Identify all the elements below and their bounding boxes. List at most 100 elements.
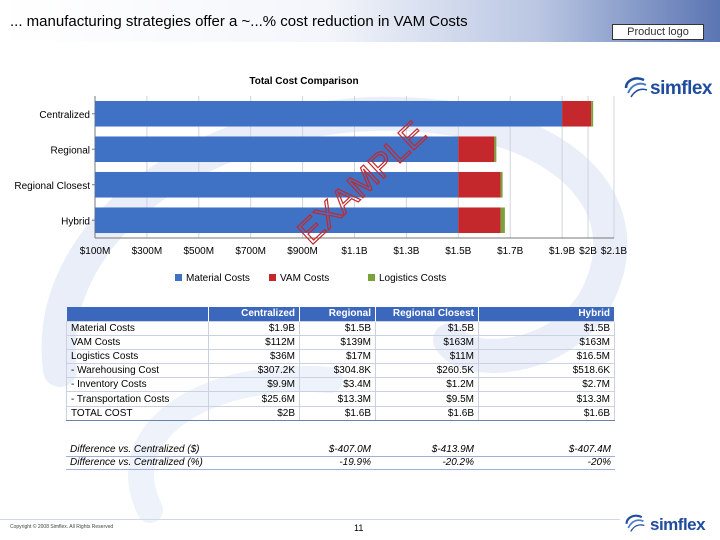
table-row-label: TOTAL COST — [66, 405, 209, 421]
table-cell: $9.9M — [208, 377, 300, 393]
table-cell: $260.5K — [375, 363, 479, 379]
difference-cell: -19.9% — [299, 456, 375, 470]
simflex-logo-mark-icon — [624, 77, 648, 98]
table-cell: $1.6B — [375, 405, 479, 421]
table-header-centralized: Centralized — [208, 307, 300, 321]
legend-swatch — [269, 274, 276, 281]
table-header-regional: Regional — [299, 307, 376, 321]
difference-row-label: Difference vs. Centralized (%) — [66, 456, 208, 470]
simflex-logo-mark-icon — [625, 514, 645, 532]
legend-label: Logistics Costs — [379, 273, 446, 284]
x-tick-label: $900M — [287, 246, 318, 257]
table-row: - Transportation Costs $25.6M $13.3M $9.5M $… — [66, 391, 615, 407]
table-row: Logistics Costs $36M $17M $11M $16.5M — [66, 348, 615, 365]
bar-vam-costs — [458, 136, 495, 163]
table-cell: $1.5B — [375, 320, 479, 336]
chart-title: Total Cost Comparison — [249, 76, 358, 87]
x-tick-label: $500M — [184, 246, 215, 257]
table-cell: $36M — [208, 348, 300, 365]
table-cell: $3.4M — [299, 377, 376, 393]
table-cell: $1.9B — [208, 320, 300, 336]
table-cell: $139M — [299, 334, 376, 350]
header-bar — [0, 0, 720, 42]
table-cell: $16.5M — [478, 348, 615, 365]
table-cell: $1.2M — [375, 377, 479, 393]
y-category-label: Centralized — [39, 110, 90, 121]
bar-material-costs — [95, 136, 459, 163]
table-cell: $2.7M — [478, 377, 615, 393]
x-tick-label: $1.5B — [445, 246, 471, 257]
simflex-logo-word: simflex — [650, 515, 706, 534]
difference-table: Difference vs. Centralized ($) $-407.0M $-… — [66, 443, 615, 470]
table-cell: $304.8K — [299, 363, 376, 379]
table-row-label: - Warehousing Cost — [66, 363, 209, 379]
product-logo-placeholder: Product logo — [612, 24, 704, 40]
table-cell: $163M — [375, 334, 479, 350]
table-row-label: - Inventory Costs — [66, 377, 209, 393]
legend-swatch — [368, 274, 375, 281]
bar-vam-costs — [458, 171, 501, 198]
y-category-label: Regional Closest — [14, 181, 90, 192]
table-cell: $13.3M — [299, 391, 376, 407]
simflex-logo-word: simflex — [650, 78, 712, 99]
x-tick-label: $2.1B — [601, 246, 627, 257]
table-header-regional-closest: Regional Closest — [375, 307, 479, 321]
bar-logistics-costs — [494, 136, 497, 163]
table-cell: $1.6B — [478, 405, 615, 421]
x-tick-label: $2B — [579, 246, 597, 257]
difference-cell — [208, 456, 299, 470]
table-cell: $1.5B — [478, 320, 615, 336]
bar-logistics-costs — [500, 171, 503, 198]
table-cell: $11M — [375, 348, 479, 365]
bar-material-costs — [95, 171, 459, 198]
table-cell: $9.5M — [375, 391, 479, 407]
page-number: 11 — [354, 523, 364, 533]
bar-logistics-costs — [500, 207, 505, 234]
simflex-logo-bottom: simflex — [622, 512, 714, 536]
difference-cell: $-407.0M — [299, 443, 375, 457]
x-tick-label: $1.1B — [341, 246, 367, 257]
difference-cell: $-413.9M — [375, 443, 478, 457]
bar-material-costs — [95, 100, 563, 127]
legend-label: VAM Costs — [280, 273, 329, 284]
y-category-label: Regional — [51, 145, 90, 156]
bar-material-costs — [95, 207, 459, 234]
difference-row: Difference vs. Centralized ($) $-407.0M $-… — [66, 443, 615, 457]
table-header-blank — [66, 307, 209, 321]
x-tick-label: $100M — [80, 246, 111, 257]
footer-divider — [0, 519, 620, 520]
difference-cell: $-407.4M — [478, 443, 615, 457]
table-row: Material Costs $1.9B $1.5B $1.5B $1.5B — [66, 320, 615, 336]
table-cell: $17M — [299, 348, 376, 365]
total-cost-chart: Total Cost Comparison $100M $300M $500M $700… — [14, 76, 627, 284]
x-tick-label: $1.7B — [497, 246, 523, 257]
table-header-hybrid: Hybrid — [478, 307, 615, 321]
table-row: - Warehousing Cost $307.2K $304.8K $260.5K $… — [66, 363, 615, 379]
table-cell: $1.6B — [299, 405, 376, 421]
table-cell: $518.6K — [478, 363, 615, 379]
table-row: VAM Costs $112M $139M $163M $163M — [66, 334, 615, 350]
x-tick-label: $1.3B — [393, 246, 419, 257]
table-row-label: Material Costs — [66, 320, 209, 336]
table-cell: $1.5B — [299, 320, 376, 336]
table-header-row: Centralized Regional Regional Closest Hy… — [66, 307, 615, 321]
difference-cell — [208, 443, 299, 457]
table-row-label: VAM Costs — [66, 334, 209, 350]
difference-row: Difference vs. Centralized (%) -19.9% -20.… — [66, 456, 615, 470]
x-tick-label: $300M — [132, 246, 163, 257]
slide-title: ... manufacturing strategies offer a ~..… — [10, 13, 468, 30]
x-tick-label: $700M — [235, 246, 266, 257]
difference-cell: -20% — [478, 456, 615, 470]
table-cell: $25.6M — [208, 391, 300, 407]
legend-swatch — [175, 274, 182, 281]
x-tick-label: $1.9B — [549, 246, 575, 257]
simflex-logo-top: simflex — [622, 74, 714, 102]
table-cell: $112M — [208, 334, 300, 350]
table-cell: $163M — [478, 334, 615, 350]
table-cell: $2B — [208, 405, 300, 421]
y-category-label: Hybrid — [61, 216, 90, 227]
table-row-label: - Transportation Costs — [66, 391, 209, 407]
copyright-text: Copyright © 2008 Simflex. All Rights Res… — [10, 524, 114, 530]
bar-logistics-costs — [591, 100, 594, 127]
cost-comparison-table: Centralized Regional Regional Closest Hy… — [66, 307, 615, 421]
